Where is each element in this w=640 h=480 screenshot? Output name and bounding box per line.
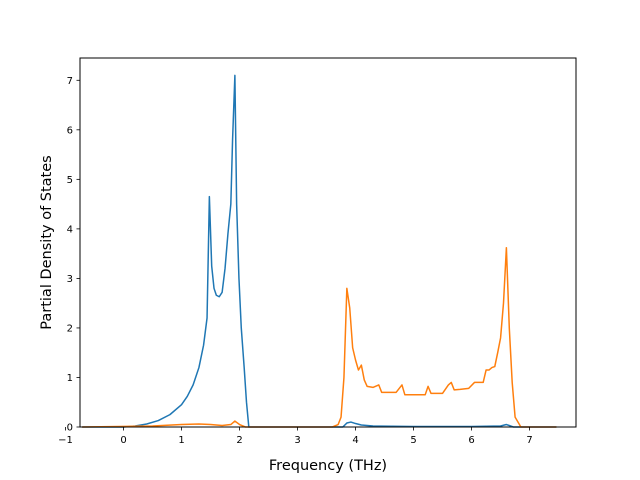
plot-area — [80, 58, 576, 427]
x-tick-label: 3 — [294, 435, 300, 446]
y-tick-label: 6 — [67, 125, 73, 136]
y-tick-label: 0 — [67, 423, 73, 434]
x-tick-label: −1 — [58, 435, 73, 446]
x-tick-label: 4 — [352, 435, 358, 446]
plot-frame — [79, 57, 577, 428]
y-axis-ticks: 0 1 2 3 4 5 6 7 — [67, 76, 80, 434]
x-axis-ticks: −1 0 1 2 3 4 5 6 7 — [58, 427, 533, 446]
y-tick-label: 2 — [67, 323, 73, 334]
x-tick-label: 1 — [178, 435, 184, 446]
y-tick-label: 4 — [67, 224, 73, 235]
x-tick-label: 6 — [468, 435, 474, 446]
x-tick-label: 0 — [120, 435, 126, 446]
y-tick-label: 7 — [67, 76, 73, 87]
y-tick-label: 3 — [67, 274, 73, 285]
y-axis-title: Partial Density of States — [39, 155, 55, 329]
x-axis-title: Frequency (THz) — [269, 458, 387, 474]
x-tick-label: 2 — [236, 435, 242, 446]
y-tick-label: 5 — [67, 175, 73, 186]
y-tick-label: 1 — [67, 373, 73, 384]
x-tick-label: 5 — [410, 435, 416, 446]
x-tick-label: 7 — [526, 435, 532, 446]
series-line-1 — [82, 74, 557, 428]
